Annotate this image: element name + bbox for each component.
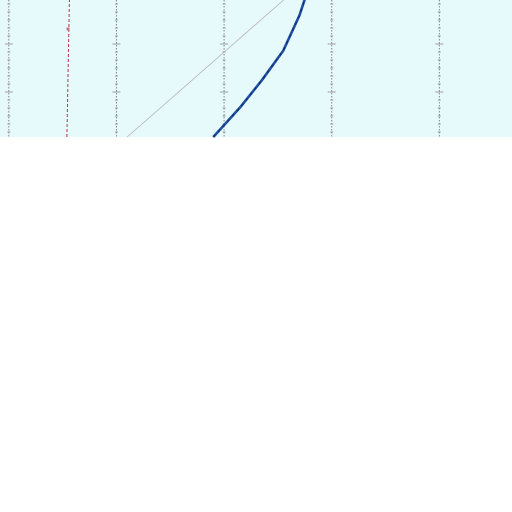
series-line-2 xyxy=(126,0,285,138)
series-layer xyxy=(66,0,306,138)
point-marker-1 xyxy=(66,27,70,31)
gridlines xyxy=(4,0,444,137)
series-line-1 xyxy=(212,0,306,138)
plot-area-background xyxy=(0,0,512,137)
